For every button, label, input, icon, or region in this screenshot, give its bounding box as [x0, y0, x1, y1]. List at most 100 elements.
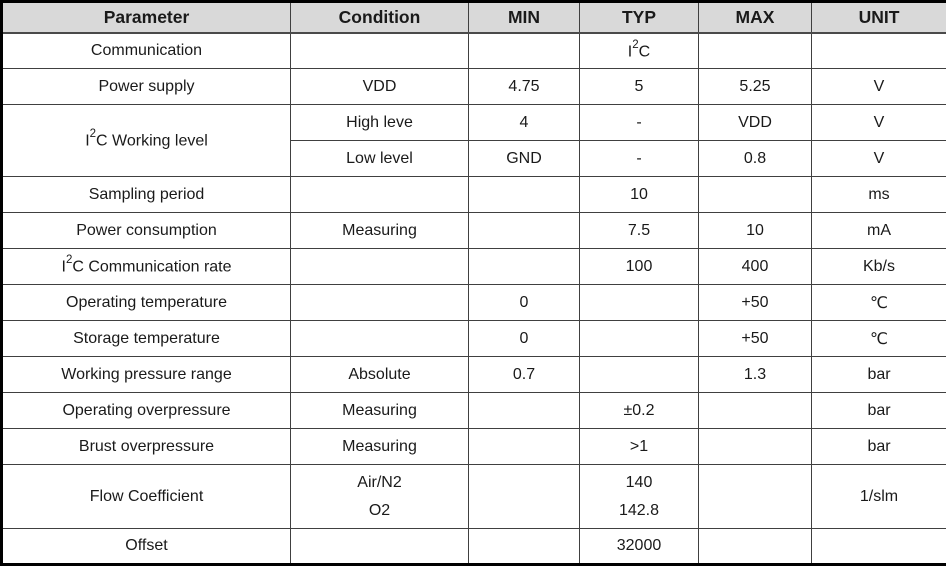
table-cell: ℃: [812, 285, 946, 321]
table-cell: Flow Coefficient: [2, 465, 291, 529]
table-cell: ±0.2: [580, 393, 699, 429]
table-cell: Measuring: [291, 393, 469, 429]
table-cell: 7.5: [580, 213, 699, 249]
table-cell: 5.25: [699, 69, 812, 105]
table-cell: Kb/s: [812, 249, 946, 285]
table-cell: [580, 321, 699, 357]
table-cell: +50: [699, 285, 812, 321]
table-row: Communication I2C: [2, 33, 946, 69]
table-cell: 100: [580, 249, 699, 285]
table-cell: [291, 177, 469, 213]
table-cell: +50: [699, 321, 812, 357]
column-header-unit: UNIT: [812, 2, 946, 33]
table-cell: 5: [580, 69, 699, 105]
table-cell: Brust overpressure: [2, 429, 291, 465]
table-cell: 1/slm: [812, 465, 946, 529]
column-header-parameter: Parameter: [2, 2, 291, 33]
header-row: Parameter Condition MIN TYP MAX UNIT: [2, 2, 946, 33]
table-cell: bar: [812, 357, 946, 393]
table-cell: ms: [812, 177, 946, 213]
table-cell: Measuring: [291, 429, 469, 465]
table-cell: bar: [812, 393, 946, 429]
table-cell: [699, 177, 812, 213]
table-cell: Operating overpressure: [2, 393, 291, 429]
table-cell: Low level: [291, 141, 469, 177]
table-cell: [812, 529, 946, 565]
table-cell: [469, 249, 580, 285]
table-cell: I2C: [580, 33, 699, 69]
table-cell: [699, 33, 812, 69]
table-cell: VDD: [699, 105, 812, 141]
table-cell: Absolute: [291, 357, 469, 393]
table-cell: [469, 429, 580, 465]
table-cell: [699, 429, 812, 465]
table-cell: Power supply: [2, 69, 291, 105]
superscript-2: 2: [632, 39, 638, 51]
table-cell: V: [812, 69, 946, 105]
table-cell: 0.7: [469, 357, 580, 393]
column-header-condition: Condition: [291, 2, 469, 33]
table-cell: 0: [469, 285, 580, 321]
table-cell: [291, 321, 469, 357]
table-cell: [469, 213, 580, 249]
table-cell: Power consumption: [2, 213, 291, 249]
table-row: Storage temperature 0 +50℃: [2, 321, 946, 357]
table-cell: 1.3: [699, 357, 812, 393]
table-cell: Operating temperature: [2, 285, 291, 321]
table-row: Operating temperature 0 +50℃: [2, 285, 946, 321]
table-cell: [699, 393, 812, 429]
table-cell: 140 142.8: [580, 465, 699, 529]
table-cell: [580, 285, 699, 321]
table-cell: Measuring: [291, 213, 469, 249]
table-cell: Air/N2 O2: [291, 465, 469, 529]
table-cell: 10: [699, 213, 812, 249]
table-cell: [580, 357, 699, 393]
table-cell: 4.75: [469, 69, 580, 105]
table-cell: VDD: [291, 69, 469, 105]
table-cell: [291, 249, 469, 285]
table-cell: Communication: [2, 33, 291, 69]
table-cell: 32000: [580, 529, 699, 565]
table-cell: I2C Working level: [2, 105, 291, 177]
table-cell: [699, 529, 812, 565]
table-cell: V: [812, 105, 946, 141]
table-row: Offset 32000: [2, 529, 946, 565]
table-cell: Storage temperature: [2, 321, 291, 357]
table-cell: [469, 529, 580, 565]
table-cell: Working pressure range: [2, 357, 291, 393]
table-cell: 0: [469, 321, 580, 357]
table-cell: 0.8: [699, 141, 812, 177]
table-cell: ℃: [812, 321, 946, 357]
superscript-2: 2: [66, 254, 72, 266]
table-cell: [812, 33, 946, 69]
table-cell: GND: [469, 141, 580, 177]
table-cell: [291, 529, 469, 565]
table-cell: [469, 177, 580, 213]
column-header-max: MAX: [699, 2, 812, 33]
table-cell: -: [580, 141, 699, 177]
table-cell: Offset: [2, 529, 291, 565]
table-cell: mA: [812, 213, 946, 249]
superscript-2: 2: [90, 128, 96, 140]
table-row: Sampling period 10 ms: [2, 177, 946, 213]
table-cell: Sampling period: [2, 177, 291, 213]
table-cell: [469, 393, 580, 429]
table-cell: 400: [699, 249, 812, 285]
table-cell: -: [580, 105, 699, 141]
table-cell: bar: [812, 429, 946, 465]
table-cell: 10: [580, 177, 699, 213]
column-header-typ: TYP: [580, 2, 699, 33]
table-cell: [469, 33, 580, 69]
table-cell: [699, 465, 812, 529]
table-cell: 4: [469, 105, 580, 141]
